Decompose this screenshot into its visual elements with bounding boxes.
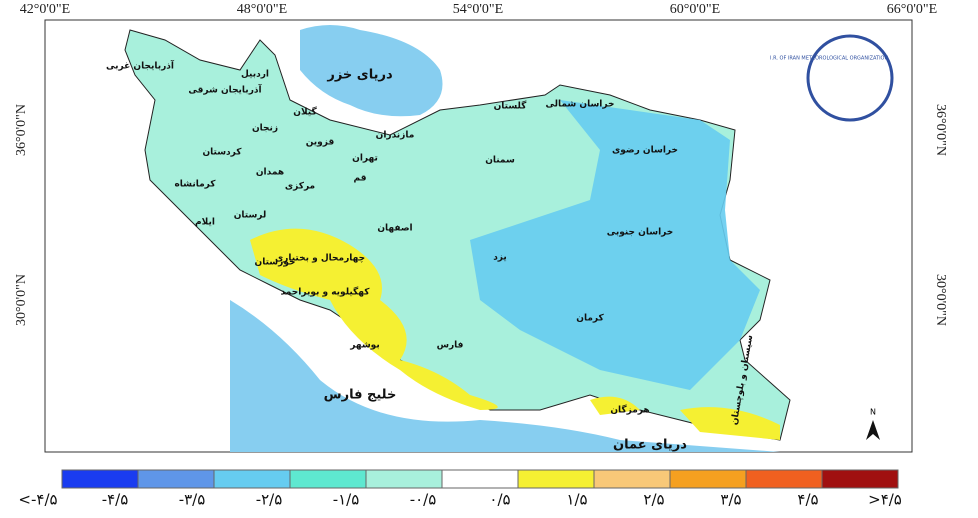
lat-label: 36°0'0"N (933, 104, 948, 156)
province-label: همدان (256, 168, 284, 178)
legend-label: <-۴/۵ (18, 491, 57, 509)
yellow-zone (680, 407, 780, 440)
province-label: بوشهر (349, 341, 379, 351)
lat-label: 30°0'0"N (933, 274, 948, 326)
province-label: مازندران (376, 131, 415, 141)
legend-swatch (821, 469, 899, 489)
province-label: کرمانشاه (174, 180, 216, 190)
province-label: خراسان رضوی (612, 146, 678, 156)
province-label: فارس (437, 341, 464, 351)
legend-label: ۴/۵ (797, 491, 818, 509)
legend-swatch (61, 469, 139, 489)
legend-label: >۴/۵ (868, 491, 902, 509)
province-label: قم (354, 174, 367, 184)
legend-label: -۲/۵ (256, 491, 283, 509)
lon-label: 54°0'0"E (453, 2, 503, 17)
logo-text: I.R. OF IRAN METEOROLOGICAL ORGANIZATION (770, 56, 888, 62)
province-label: گیلان (293, 106, 317, 118)
legend-swatch (745, 469, 823, 489)
legend-swatch (365, 469, 443, 489)
caspian-sea (300, 25, 443, 117)
province-label: چهارمحال و بختیاری (275, 254, 365, 264)
province-label: اصفهان (377, 224, 412, 234)
legend-label: ۱/۵ (566, 491, 587, 509)
yellow-zone (590, 396, 640, 415)
sea-label: دریای خزر (326, 68, 393, 83)
sea-label: خلیج فارس (324, 388, 397, 403)
legend-label: ۲/۵ (643, 491, 664, 509)
province-label: اردبیل (241, 70, 269, 80)
province-label: سمنان (485, 156, 515, 166)
legend-swatch (137, 469, 215, 489)
legend-swatch (593, 469, 671, 489)
province-label: آذربایجان شرقی (188, 84, 262, 96)
province-label: کهگیلویه و بویراحمد (281, 286, 371, 298)
province-label: کردستان (202, 148, 242, 158)
province-label: کرمان (576, 314, 604, 324)
logo (806, 34, 894, 122)
province-label: خوزستان (255, 258, 296, 268)
legend-swatch (669, 469, 747, 489)
legend-label: -۳/۵ (179, 491, 206, 509)
province-label: قزوین (306, 138, 335, 148)
lon-label: 60°0'0"E (670, 2, 720, 17)
legend-swatch (441, 469, 519, 489)
province-label: تهران (352, 154, 378, 164)
legend-label: -۰/۵ (410, 491, 437, 509)
sea-label: دریای عمان (613, 438, 687, 453)
legend-swatch (213, 469, 291, 489)
north-label: N (870, 408, 876, 417)
legend-label: ۳/۵ (720, 491, 741, 509)
north-arrow (866, 420, 880, 440)
lon-label: 48°0'0"E (237, 2, 287, 17)
legend-label: ۰/۵ (489, 491, 510, 509)
gulf-sea (230, 300, 780, 452)
province-label: ایلام (195, 218, 215, 228)
legend-swatch (289, 469, 367, 489)
province-label: گلستان (494, 100, 528, 112)
province-label: خراسان جنوبی (607, 228, 674, 238)
legend-label: -۱/۵ (333, 491, 360, 509)
lon-label: 66°0'0"E (887, 2, 937, 17)
legend-swatch (517, 469, 595, 489)
province-label: یزد (493, 253, 507, 263)
lat-label: 36°0'0"N (14, 104, 29, 156)
province-label: مرکزی (285, 182, 315, 192)
yellow-zone (250, 228, 498, 410)
province-label: آذربایجان غربی (106, 60, 175, 72)
province-label: خراسان شمالی (546, 100, 615, 110)
legend-label: -۴/۵ (102, 491, 129, 509)
province-label: لرستان (234, 211, 267, 221)
lat-label: 30°0'0"N (14, 274, 29, 326)
province-label: زنجان (252, 124, 278, 134)
lon-label: 42°0'0"E (20, 2, 70, 17)
province-label: هرمزگان (610, 404, 649, 416)
blue-zone (470, 100, 760, 390)
